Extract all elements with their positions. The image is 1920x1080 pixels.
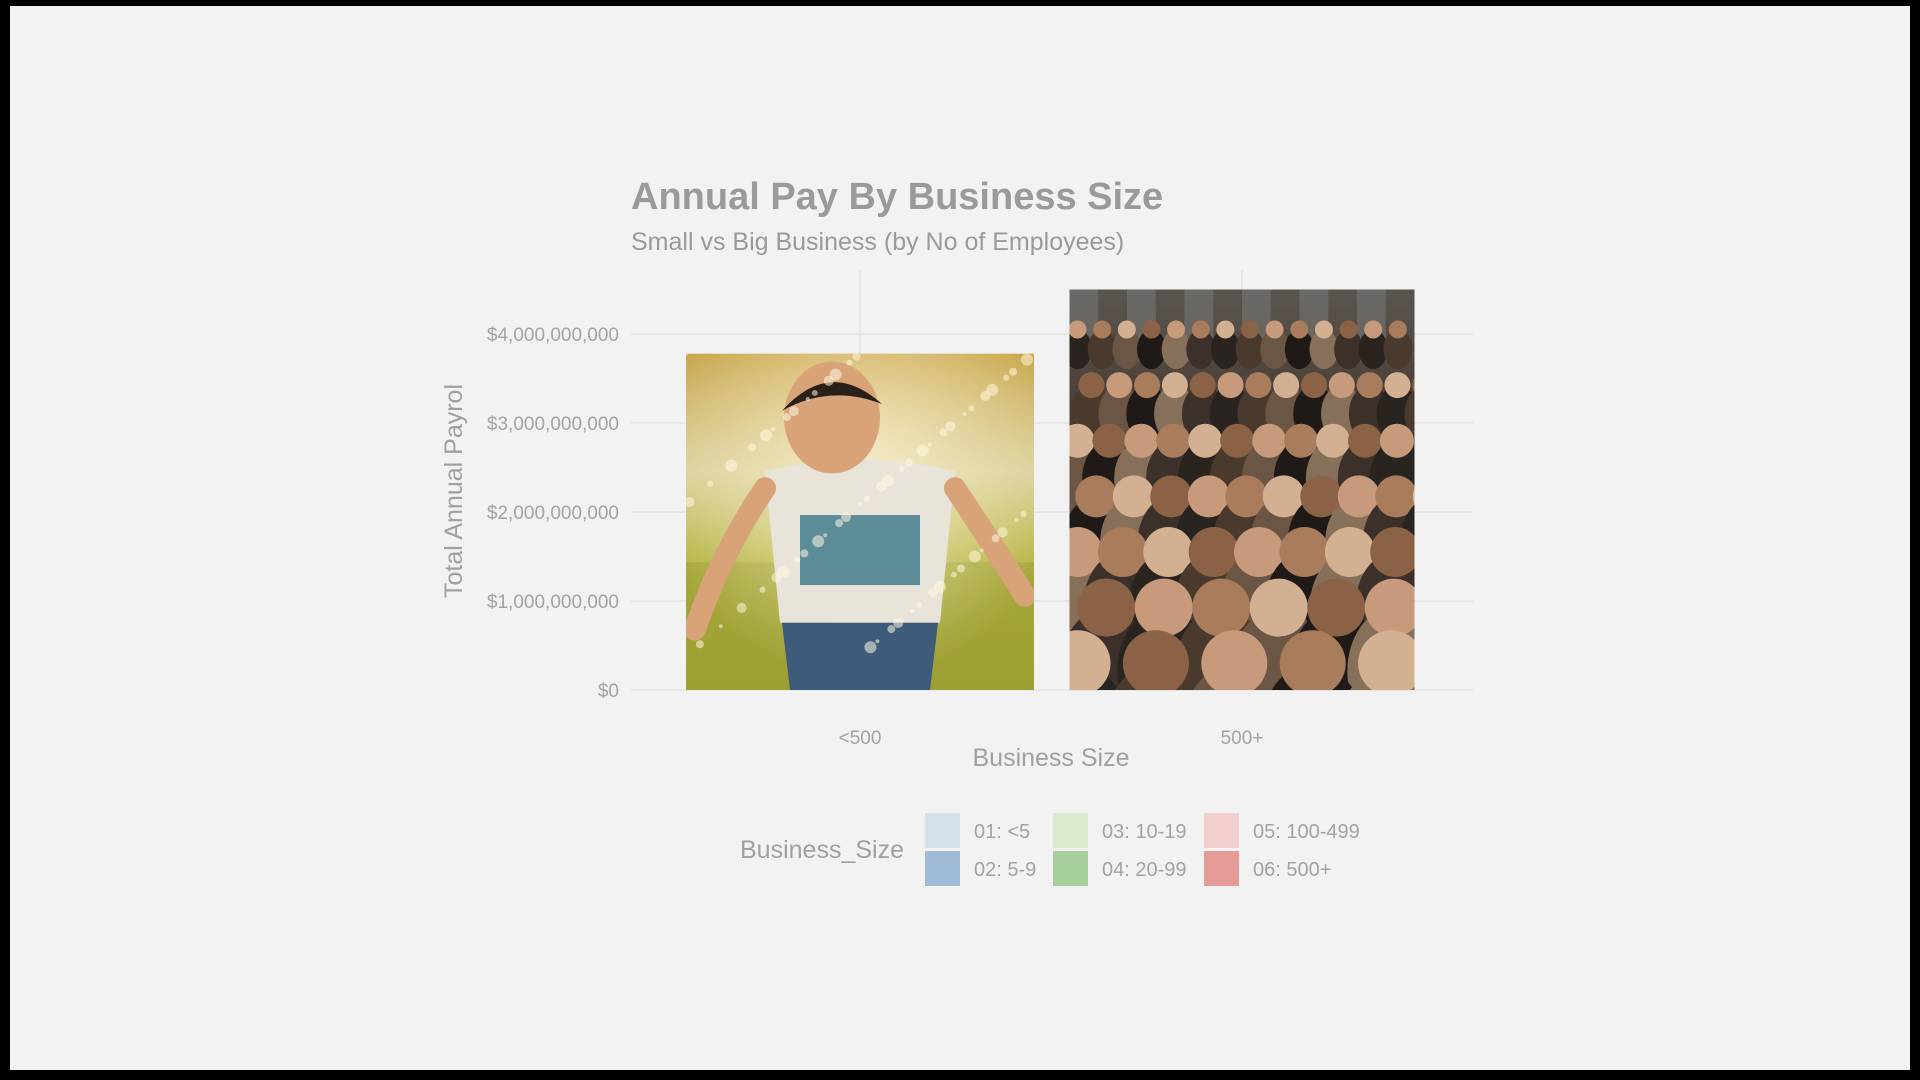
bar-chart: Annual Pay By Business Size Small vs Big…	[440, 176, 1473, 886]
bar-small-business	[686, 353, 1034, 690]
y-axis-title: Total Annual Payrol	[440, 384, 468, 598]
chart-title: Annual Pay By Business Size	[631, 176, 1163, 218]
legend-label: 03: 10-19	[1102, 821, 1187, 843]
legend-label: 05: 100-499	[1253, 821, 1360, 843]
x-tick-label: <500	[839, 728, 882, 749]
legend-label: 02: 5-9	[974, 859, 1036, 881]
y-tick-label: $4,000,000,000	[487, 325, 619, 346]
legend-key	[925, 851, 960, 886]
legend-key	[1053, 813, 1088, 848]
y-tick-label: $3,000,000,000	[487, 414, 619, 435]
y-tick-label: $0	[598, 681, 619, 702]
legend-title: Business_Size	[740, 836, 904, 864]
slide-background: Annual Pay By Business Size Small vs Big…	[10, 6, 1910, 1070]
legend-key	[1053, 851, 1088, 886]
chart-subtitle: Small vs Big Business (by No of Employee…	[631, 228, 1124, 256]
y-tick-label: $2,000,000,000	[487, 503, 619, 524]
legend-key	[925, 813, 960, 848]
x-axis-ticks: <500 500+	[839, 728, 1264, 749]
x-axis-title: Business Size	[972, 744, 1129, 772]
legend-label: 06: 500+	[1253, 859, 1331, 881]
legend-key	[1204, 813, 1239, 848]
y-tick-label: $1,000,000,000	[487, 592, 619, 613]
legend-label: 01: <5	[974, 821, 1030, 843]
legend: Business_Size 01: <5 02: 5-9 03: 10-19 04: …	[740, 813, 1360, 886]
legend-key	[1204, 851, 1239, 886]
y-axis-ticks: $0 $1,000,000,000 $2,000,000,000 $3,000,000…	[487, 325, 619, 702]
bars	[686, 289, 1415, 690]
x-tick-label: 500+	[1221, 728, 1264, 749]
legend-label: 04: 20-99	[1102, 859, 1187, 881]
bar-big-business	[1069, 289, 1415, 690]
